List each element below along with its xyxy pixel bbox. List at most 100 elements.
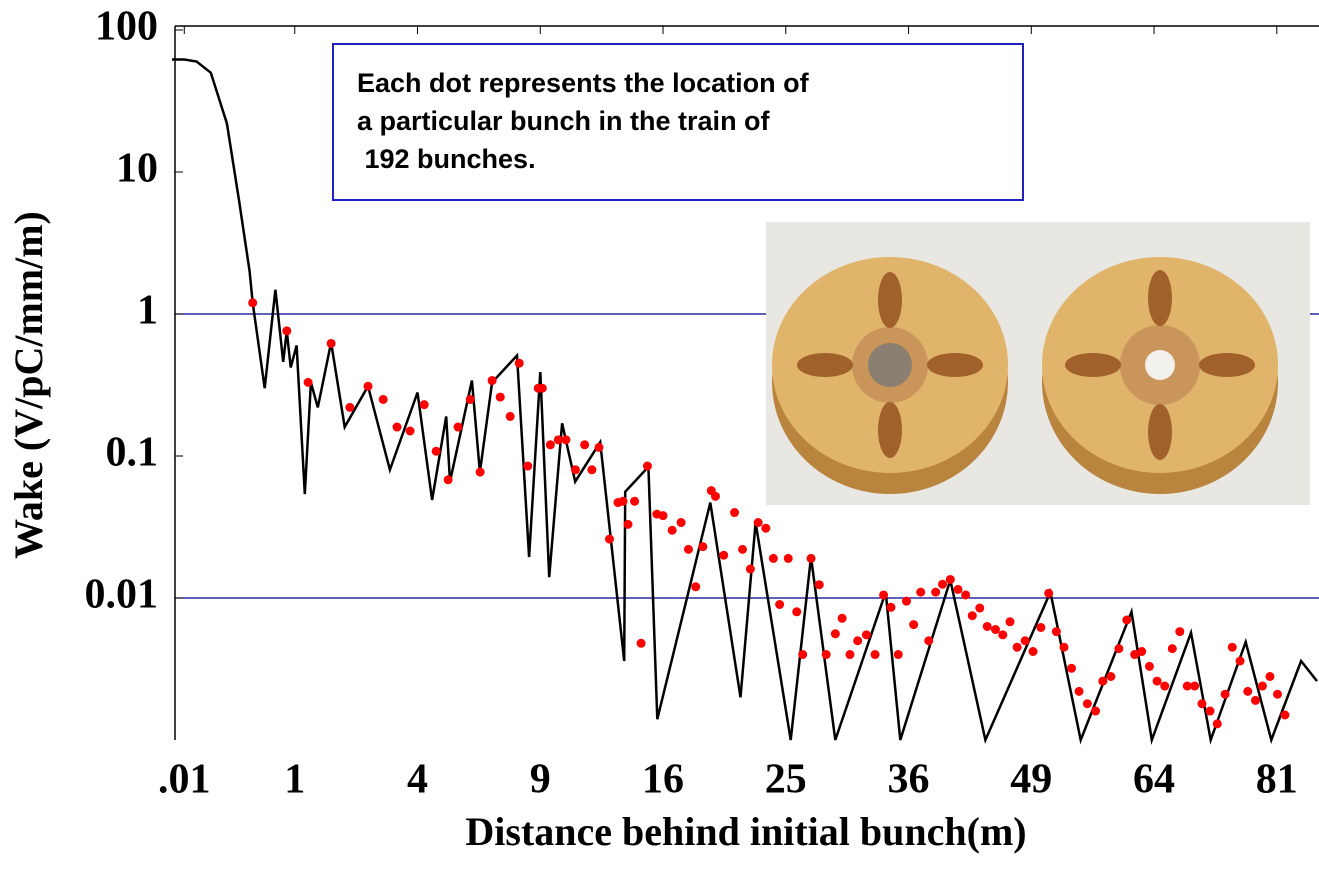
bunch-dot bbox=[505, 411, 515, 421]
bunch-dot bbox=[967, 611, 977, 621]
bunch-dot bbox=[982, 621, 992, 631]
bunch-dot bbox=[1250, 695, 1260, 705]
bunch-dot bbox=[698, 542, 708, 552]
bunch-dot bbox=[363, 381, 373, 391]
bunch-dot bbox=[1012, 642, 1022, 652]
slot bbox=[1148, 404, 1172, 460]
y-axis-label: Wake (V/pC/mm/m) bbox=[6, 211, 51, 559]
bunch-dot bbox=[1122, 615, 1132, 625]
bunch-dot bbox=[990, 625, 1000, 635]
bunch-dot bbox=[953, 584, 963, 594]
bunch-dot bbox=[1106, 672, 1116, 682]
y-tick-label: 10 bbox=[116, 146, 158, 192]
bunch-dot bbox=[901, 596, 911, 606]
bunch-dot bbox=[580, 440, 590, 450]
bunch-dot bbox=[1152, 676, 1162, 686]
x-tick-label: 4 bbox=[407, 757, 428, 803]
bunch-dot bbox=[1044, 588, 1054, 598]
bunch-dot bbox=[1028, 646, 1038, 656]
x-tick-label: 9 bbox=[530, 757, 551, 803]
bunch-dot bbox=[1190, 681, 1200, 691]
bunch-dot bbox=[475, 467, 485, 477]
bunch-dot bbox=[248, 298, 258, 308]
y-tick-label: 100 bbox=[95, 4, 158, 50]
bunch-dot bbox=[845, 650, 855, 660]
bunch-dot bbox=[821, 650, 831, 660]
bunch-dot bbox=[870, 650, 880, 660]
bunch-dot bbox=[1227, 642, 1237, 652]
bunch-dot bbox=[775, 599, 785, 609]
bunch-dot bbox=[636, 638, 646, 648]
bunch-dot bbox=[676, 518, 686, 528]
axes bbox=[172, 25, 1319, 745]
x-tick-label: 36 bbox=[888, 757, 930, 803]
bunch-dot bbox=[587, 465, 597, 475]
y-tick-label: 1 bbox=[137, 288, 158, 334]
bunch-dot bbox=[545, 440, 555, 450]
bunch-dot bbox=[1074, 686, 1084, 696]
bunch-dot bbox=[1082, 699, 1092, 709]
bunch-dot bbox=[495, 392, 505, 402]
bunch-dot bbox=[691, 582, 701, 592]
bunch-dot bbox=[768, 553, 778, 563]
bunch-dot bbox=[623, 519, 633, 529]
bunch-dot bbox=[806, 553, 816, 563]
bunch-dot bbox=[886, 602, 896, 612]
bunch-dot bbox=[523, 461, 533, 471]
bunch-dot bbox=[453, 422, 463, 432]
bunch-dot bbox=[514, 358, 524, 368]
bunch-dot bbox=[1020, 636, 1030, 646]
x-tick-label: 16 bbox=[642, 757, 684, 803]
slot bbox=[1065, 353, 1121, 377]
bunch-dot bbox=[465, 394, 475, 404]
x-tick-label: 49 bbox=[1010, 757, 1052, 803]
bunch-dot bbox=[916, 587, 926, 597]
bunch-dot bbox=[1205, 706, 1215, 716]
x-axis-label: Distance behind initial bunch(m) bbox=[465, 809, 1026, 854]
bunch-dot bbox=[879, 590, 889, 600]
bunch-dot bbox=[783, 553, 793, 563]
bunch-dot bbox=[753, 518, 763, 528]
bunch-dot bbox=[792, 607, 802, 617]
bunch-dot bbox=[1220, 689, 1230, 699]
bunch-dot bbox=[1280, 710, 1290, 720]
bunch-dot bbox=[1167, 644, 1177, 654]
bunch-dot bbox=[893, 650, 903, 660]
bunch-dot bbox=[561, 435, 571, 445]
bunch-dot bbox=[924, 636, 934, 646]
bunch-dot bbox=[537, 383, 547, 393]
bunch-dot bbox=[1265, 672, 1275, 682]
bunch-dot bbox=[975, 603, 985, 613]
y-tick-label: 0.01 bbox=[85, 572, 159, 618]
bunch-dot bbox=[642, 461, 652, 471]
bunch-dot bbox=[961, 590, 971, 600]
annotation-box bbox=[332, 43, 1024, 201]
slot bbox=[927, 353, 983, 377]
annotation-text: Each dot represents the location of bbox=[357, 68, 810, 98]
slot bbox=[1148, 270, 1172, 326]
bunch-dot bbox=[945, 574, 955, 584]
bunch-dot bbox=[998, 630, 1008, 640]
bunch-dot bbox=[1144, 661, 1154, 671]
bunch-dot bbox=[909, 620, 919, 630]
bunch-dot bbox=[738, 544, 748, 554]
bunch-dot bbox=[630, 496, 640, 506]
bunch-dot bbox=[1235, 656, 1245, 666]
bunch-dot bbox=[1197, 699, 1207, 709]
bunch-dot bbox=[392, 422, 402, 432]
bunch-dot bbox=[487, 376, 497, 386]
bunch-dot bbox=[1036, 622, 1046, 632]
disk-hole bbox=[868, 343, 912, 387]
bunch-dot bbox=[1005, 617, 1015, 627]
bunch-dot bbox=[1059, 642, 1069, 652]
bunch-dot bbox=[1160, 681, 1170, 691]
x-tick-label: 81 bbox=[1256, 757, 1298, 803]
slot bbox=[797, 353, 853, 377]
bunch-dot bbox=[553, 435, 563, 445]
bunch-dot bbox=[830, 629, 840, 639]
bunch-dot bbox=[853, 636, 863, 646]
bunch-dot bbox=[618, 496, 628, 506]
bunch-dot bbox=[730, 508, 740, 518]
bunch-dot bbox=[658, 511, 668, 521]
